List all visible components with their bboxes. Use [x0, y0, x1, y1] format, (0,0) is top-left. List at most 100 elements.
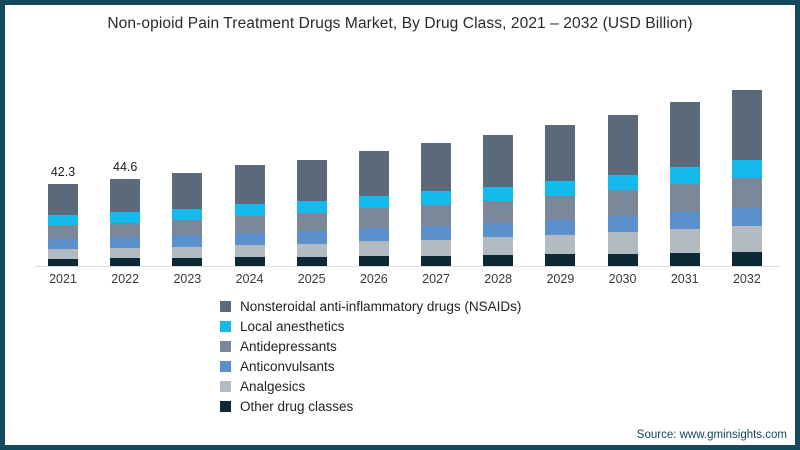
bar-segment [234, 232, 265, 246]
legend-label: Anticonvulsants [240, 358, 335, 374]
bar-segment [483, 200, 514, 223]
bar-segment [48, 249, 78, 259]
bar-segment [110, 258, 141, 266]
bar-segment [545, 195, 576, 220]
bar-stack-2024 [234, 165, 265, 266]
bar-2023 [172, 173, 203, 266]
bar-segment [545, 234, 576, 255]
bar-stack-2027 [421, 143, 452, 266]
bar-segment [172, 235, 203, 247]
x-axis-label-2026: 2026 [359, 272, 388, 286]
bar-segment [234, 215, 265, 233]
bar-segment [607, 216, 638, 233]
legend-item: Nonsteroidal anti-inflammatory drugs (NS… [220, 296, 521, 316]
bar-segment [421, 204, 452, 226]
bar-stack-2029 [545, 125, 576, 266]
bar-stack-2028 [483, 135, 514, 266]
x-axis-label-2025: 2025 [297, 272, 326, 286]
bar-2022: 44.6 [110, 160, 141, 266]
legend-label: Other drug classes [240, 398, 354, 414]
bar-2031 [669, 102, 700, 266]
legend-swatch-icon [220, 380, 231, 392]
legend-swatch-icon [220, 340, 231, 352]
legend-swatch-icon [220, 400, 231, 412]
bar-segment [234, 245, 265, 258]
bar-segment [731, 207, 762, 226]
bar-2029 [545, 125, 576, 266]
x-axis-label-2032: 2032 [732, 272, 761, 286]
bar-segment [545, 180, 576, 196]
x-axis-label-2030: 2030 [608, 272, 637, 286]
bar-segment [421, 255, 452, 266]
bar-segment [545, 219, 576, 235]
bar-segment [358, 208, 389, 228]
bar-segment [731, 160, 762, 178]
bar-segment [421, 239, 452, 256]
bar-segment [731, 225, 762, 252]
chart-title: Non-opioid Pain Treatment Drugs Market, … [107, 15, 693, 32]
bar-segment [110, 237, 141, 249]
bar-2030 [607, 114, 638, 266]
bar-value-label-2021: 42.3 [50, 164, 76, 179]
bar-segment [296, 159, 327, 201]
bar-segment [669, 252, 700, 266]
legend-item: Antidepressants [220, 336, 521, 356]
bar-segment [48, 214, 78, 225]
bar-segment [48, 258, 78, 266]
bar-segment [110, 179, 141, 213]
bar-stack-2026 [358, 151, 389, 266]
bar-segment [358, 256, 389, 266]
bar-segment [358, 195, 389, 209]
bar-segment [421, 191, 452, 205]
legend-item: Other drug classes [220, 396, 521, 416]
bar-segment [421, 143, 452, 192]
plot-area: 42.3 44.6 2021 2022 2023 2024 2025 2026 2027 202… [35, 55, 780, 286]
bar-segment [172, 257, 203, 266]
bar-stack-2023 [172, 173, 203, 266]
x-axis-label-2023: 2023 [173, 272, 202, 286]
bar-segment [234, 204, 265, 216]
bar-segment [358, 227, 389, 242]
bar-segment [358, 151, 389, 196]
bar-segment [483, 222, 514, 238]
bar-2021: 42.3 [48, 165, 78, 266]
bar-segment [545, 254, 576, 266]
bar-segment [358, 241, 389, 257]
x-axis-label-2029: 2029 [546, 272, 575, 286]
bar-2027 [421, 143, 452, 266]
legend-item: Anticonvulsants [220, 356, 521, 376]
bar-segment [110, 248, 141, 259]
bar-2028 [483, 135, 514, 266]
bar-segment [296, 212, 327, 231]
bar-segment [669, 211, 700, 229]
bar-segment [731, 177, 762, 208]
legend-label: Analgesics [240, 378, 306, 394]
bar-segment [483, 255, 514, 266]
bar-segment [234, 165, 265, 205]
bar-segment [110, 212, 141, 223]
bar-segment [48, 183, 78, 215]
bar-segment [669, 167, 700, 185]
bar-segment [607, 232, 638, 254]
bars-container: 42.3 44.6 [48, 55, 762, 266]
bar-segment [607, 253, 638, 266]
bar-segment [607, 190, 638, 217]
bar-segment [296, 243, 327, 257]
legend-swatch-icon [220, 320, 231, 332]
legend-swatch-icon [220, 300, 231, 312]
x-axis-label-2024: 2024 [235, 272, 264, 286]
x-axis-labels: 2021 2022 2023 2024 2025 2026 2027 2028 2029 2030… [48, 272, 762, 286]
legend-label: Local anesthetics [240, 318, 345, 334]
bar-segment [421, 225, 452, 240]
legend-label: Antidepressants [240, 338, 337, 354]
legend-item: Local anesthetics [220, 316, 521, 336]
bar-segment [731, 89, 762, 161]
x-axis-label-2027: 2027 [422, 272, 450, 286]
legend-label: Nonsteroidal anti-inflammatory drugs (NS… [240, 298, 522, 314]
bar-segment [110, 222, 141, 238]
bar-segment [48, 238, 78, 250]
bar-stack-2031 [669, 102, 700, 266]
bar-segment [483, 237, 514, 256]
bar-stack-2021 [48, 183, 78, 266]
